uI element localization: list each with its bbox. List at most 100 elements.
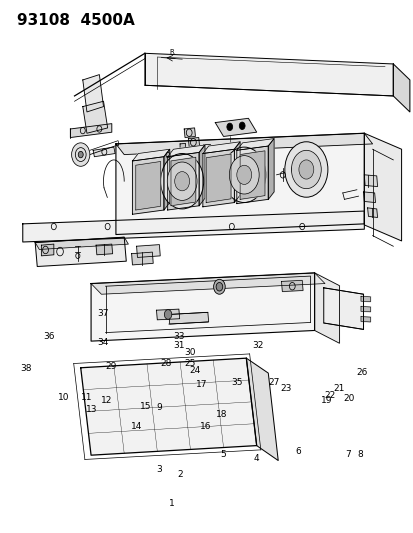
Polygon shape [363, 192, 375, 203]
Polygon shape [236, 139, 273, 150]
Text: 5: 5 [220, 450, 226, 458]
Polygon shape [35, 237, 128, 249]
Text: 22: 22 [324, 391, 335, 400]
Text: 6: 6 [294, 447, 300, 456]
Polygon shape [83, 75, 103, 112]
Text: 28: 28 [160, 359, 172, 368]
Polygon shape [188, 138, 199, 147]
Polygon shape [83, 101, 107, 133]
Text: 20: 20 [342, 394, 354, 403]
Circle shape [167, 162, 197, 200]
Circle shape [160, 154, 203, 209]
Polygon shape [240, 151, 264, 199]
Polygon shape [360, 306, 370, 312]
Text: 93108  4500A: 93108 4500A [17, 13, 134, 28]
Polygon shape [132, 157, 164, 214]
Text: 38: 38 [20, 365, 31, 373]
Polygon shape [91, 273, 324, 294]
Polygon shape [363, 175, 377, 187]
Polygon shape [116, 133, 372, 155]
Circle shape [291, 150, 320, 189]
Polygon shape [367, 208, 377, 217]
Text: 31: 31 [173, 341, 184, 350]
Circle shape [71, 143, 90, 166]
Polygon shape [184, 128, 195, 138]
Text: 4: 4 [253, 454, 259, 463]
Circle shape [216, 282, 222, 291]
Circle shape [298, 160, 313, 179]
Text: 34: 34 [97, 338, 108, 346]
Polygon shape [167, 145, 204, 157]
Text: 26: 26 [356, 368, 367, 376]
Polygon shape [246, 358, 278, 461]
Polygon shape [81, 358, 256, 455]
Text: 37: 37 [97, 309, 108, 318]
Polygon shape [116, 133, 363, 235]
Polygon shape [215, 118, 256, 136]
Text: R: R [169, 49, 174, 55]
Polygon shape [23, 211, 363, 242]
Polygon shape [169, 312, 208, 324]
Circle shape [284, 142, 327, 197]
Polygon shape [131, 252, 153, 265]
Text: 36: 36 [43, 333, 55, 341]
Polygon shape [202, 149, 234, 207]
Text: 8: 8 [356, 450, 362, 458]
Text: 7: 7 [344, 450, 350, 458]
Polygon shape [360, 317, 370, 322]
Circle shape [78, 151, 83, 158]
Polygon shape [167, 152, 199, 210]
Text: 19: 19 [320, 397, 331, 405]
Polygon shape [236, 146, 268, 204]
Polygon shape [171, 157, 195, 206]
Text: 23: 23 [280, 384, 292, 392]
Polygon shape [234, 142, 240, 203]
Text: 17: 17 [196, 381, 207, 389]
Polygon shape [156, 309, 179, 320]
Polygon shape [164, 149, 169, 210]
Text: 21: 21 [332, 384, 344, 392]
Polygon shape [194, 148, 211, 156]
Text: 9: 9 [156, 403, 162, 412]
Polygon shape [96, 244, 112, 255]
Polygon shape [135, 161, 160, 210]
Polygon shape [360, 296, 370, 302]
Text: 1: 1 [169, 499, 174, 508]
Polygon shape [314, 273, 339, 343]
Polygon shape [132, 149, 169, 161]
Text: 13: 13 [86, 405, 97, 414]
Text: 12: 12 [101, 397, 112, 405]
Text: 24: 24 [189, 366, 201, 375]
Polygon shape [91, 273, 314, 341]
Polygon shape [202, 142, 240, 154]
Circle shape [213, 279, 225, 294]
Text: 27: 27 [268, 378, 279, 387]
Polygon shape [93, 147, 115, 157]
Text: 14: 14 [131, 422, 142, 431]
Text: 2: 2 [177, 470, 183, 479]
Polygon shape [165, 152, 170, 158]
Text: 35: 35 [230, 378, 242, 387]
Text: 15: 15 [140, 402, 151, 410]
Polygon shape [323, 288, 363, 329]
Text: 32: 32 [251, 341, 263, 350]
Polygon shape [35, 237, 126, 266]
Polygon shape [363, 133, 401, 241]
Circle shape [236, 165, 251, 184]
Polygon shape [281, 280, 302, 292]
Polygon shape [70, 124, 112, 138]
Polygon shape [180, 143, 185, 150]
Polygon shape [136, 245, 160, 257]
Text: 33: 33 [173, 333, 184, 341]
Polygon shape [268, 139, 273, 199]
Polygon shape [145, 53, 392, 96]
Circle shape [239, 122, 244, 130]
Text: 29: 29 [105, 362, 116, 371]
Circle shape [164, 310, 171, 319]
Text: 25: 25 [183, 359, 195, 368]
Circle shape [174, 172, 189, 191]
Polygon shape [41, 244, 54, 256]
Text: 16: 16 [200, 422, 211, 431]
Text: 18: 18 [215, 410, 227, 419]
Polygon shape [206, 154, 230, 203]
